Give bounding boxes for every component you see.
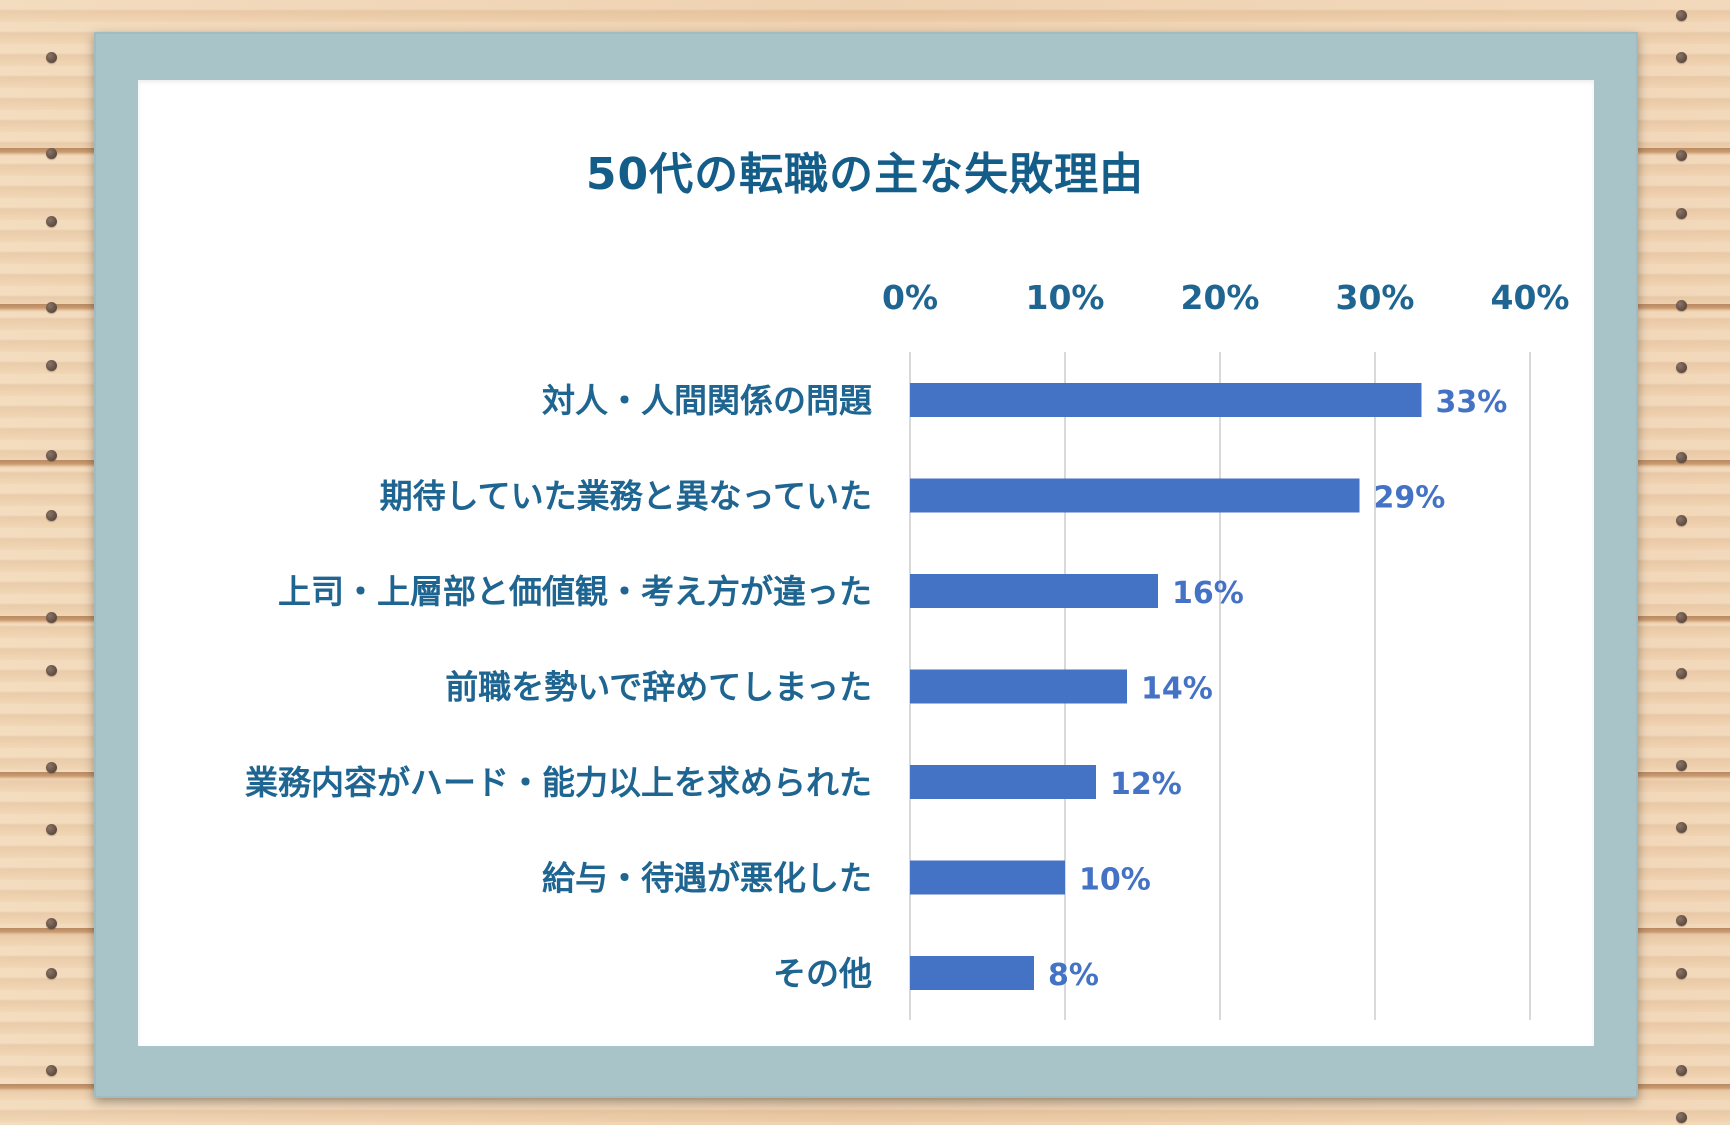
category-label-1: 期待していた業務と異なっていた: [380, 477, 872, 516]
nail-right-15: [1676, 1112, 1687, 1123]
category-label-4: 業務内容がハード・能力以上を求められた: [245, 763, 872, 802]
value-label-0: 33%: [1436, 385, 1508, 420]
nail-right-2: [1676, 150, 1687, 161]
value-labels: 33% 29% 16% 14% 12% 10% 8%: [1048, 385, 1507, 993]
bars: [910, 383, 1422, 990]
nail-right-3: [1676, 208, 1687, 219]
nail-left-1: [46, 148, 57, 159]
value-label-5: 10%: [1079, 863, 1151, 898]
bar-2: [910, 574, 1158, 608]
nail-left-6: [46, 510, 57, 521]
bar-4: [910, 765, 1096, 799]
category-label-2: 上司・上層部と価値観・考え方が違った: [278, 572, 872, 611]
nail-left-9: [46, 762, 57, 773]
nail-left-10: [46, 824, 57, 835]
x-axis-ticks: 0% 10% 20% 30% 40%: [882, 278, 1570, 317]
nail-left-12: [46, 968, 57, 979]
nail-right-8: [1676, 612, 1687, 623]
chart-title: 50代の転職の主な失敗理由: [585, 149, 1145, 200]
nail-right-11: [1676, 822, 1687, 833]
bar-1: [910, 478, 1360, 513]
nail-left-8: [46, 665, 57, 676]
category-label-0: 対人・人間関係の問題: [542, 381, 872, 420]
nail-left-0: [46, 52, 57, 63]
nail-right-10: [1676, 760, 1687, 771]
x-tick-label-40: 40%: [1491, 278, 1570, 317]
nail-right-7: [1676, 515, 1687, 526]
nail-left-13: [46, 1065, 57, 1076]
nail-right-6: [1676, 452, 1687, 463]
nail-left-5: [46, 450, 57, 461]
chart-board: [138, 80, 1594, 1046]
nail-right-13: [1676, 968, 1687, 979]
category-label-6: その他: [773, 954, 872, 993]
nail-left-7: [46, 612, 57, 623]
bar-0: [910, 383, 1422, 417]
x-tick-label-10: 10%: [1026, 278, 1105, 317]
nail-left-4: [46, 360, 57, 371]
nail-right-14: [1676, 1065, 1687, 1076]
category-labels: 対人・人間関係の問題期待していた業務と異なっていた上司・上層部と価値観・考え方が…: [245, 381, 872, 993]
nail-right-1: [1676, 52, 1687, 63]
bar-5: [910, 860, 1065, 895]
gridlines: [909, 352, 1531, 1020]
x-tick-label-0: 0%: [882, 278, 938, 317]
value-label-6: 8%: [1048, 958, 1099, 993]
value-label-4: 12%: [1110, 767, 1182, 802]
x-tick-label-30: 30%: [1336, 278, 1415, 317]
nail-right-12: [1676, 915, 1687, 926]
category-label-5: 給与・待遇が悪化した: [542, 859, 872, 898]
value-label-1: 29%: [1374, 481, 1446, 516]
nail-right-4: [1676, 300, 1687, 311]
nail-right-5: [1676, 362, 1687, 373]
bar-6: [910, 956, 1034, 990]
nail-left-2: [46, 216, 57, 227]
value-label-3: 14%: [1141, 672, 1213, 707]
x-tick-label-20: 20%: [1181, 278, 1260, 317]
bar-3: [910, 669, 1127, 704]
nail-left-3: [46, 302, 57, 313]
nail-right-0: [1676, 10, 1687, 21]
nail-right-9: [1676, 668, 1687, 679]
nail-left-11: [46, 918, 57, 929]
category-label-3: 前職を勢いで辞めてしまった: [445, 668, 872, 707]
value-label-2: 16%: [1172, 576, 1244, 611]
